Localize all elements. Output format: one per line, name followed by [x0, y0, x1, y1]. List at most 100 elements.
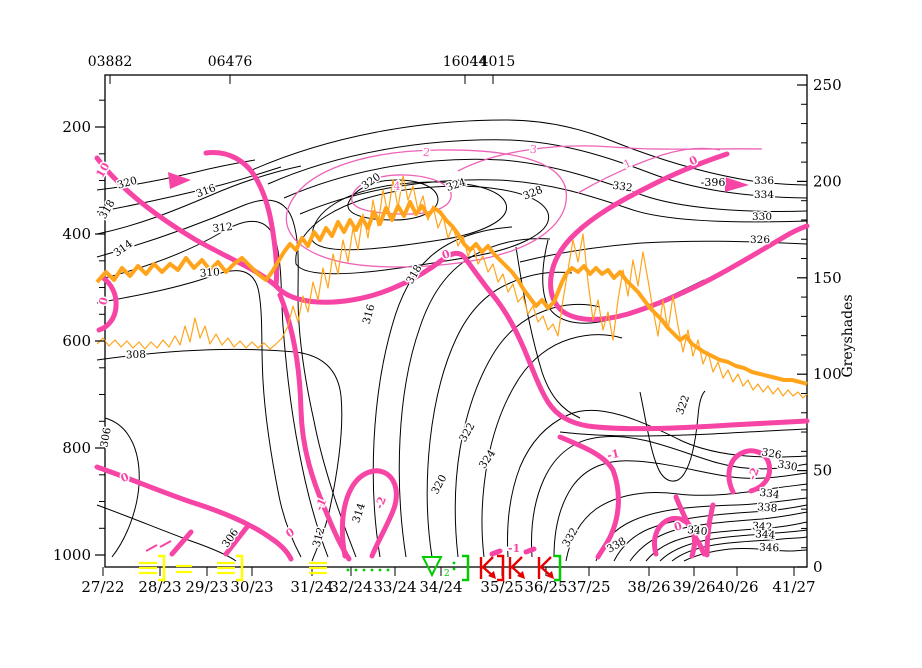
axes-layer: 03882 06476 160441401520040060080010000501…	[53, 54, 842, 596]
bottom-axis-label: 40/26	[715, 578, 758, 596]
isentrope-contour-label: 328	[521, 184, 544, 203]
isentrope-contour-label: 312	[311, 526, 328, 548]
thin-magenta-contour-label: 4	[394, 180, 401, 193]
thin-magenta-contour-line	[577, 147, 721, 194]
isentrope-contour-label: 314	[350, 501, 368, 524]
isentrope-contour-line	[639, 390, 706, 482]
fog-symbol-icon	[217, 561, 235, 575]
thick-magenta-contours-layer	[94, 150, 810, 562]
isentrope-contour-label: 316	[195, 182, 218, 200]
station-label: 03882	[88, 54, 133, 70]
isentrope-contour-line	[311, 181, 507, 251]
thick-magenta-contour-line	[548, 151, 810, 322]
bracket-right-symbol-icon	[554, 554, 562, 582]
bracket-right-symbol-icon	[497, 554, 505, 582]
isentrope-contour-line	[347, 179, 439, 221]
isentrope-contour-line	[96, 270, 302, 558]
bracket-glyph	[462, 554, 470, 582]
plot-frame	[104, 74, 808, 568]
isentrope-contour-line	[507, 409, 808, 558]
dots-symbol-icon	[370, 568, 390, 572]
bracket-glyph	[554, 554, 562, 582]
isentrope-contour-label: 330	[752, 211, 772, 223]
isentrope-contour-label: 320	[429, 473, 449, 496]
isentrope-contour-label: 314	[112, 238, 136, 260]
isentrope-contour-label: 334	[754, 189, 774, 201]
bottom-axis-label: 33/24	[373, 578, 416, 596]
bottom-axis-label: 35/25	[480, 578, 523, 596]
dots-symbol-icon	[346, 568, 366, 572]
bottom-axis-label: 29/23	[185, 578, 228, 596]
greyshade-trace-thin	[96, 175, 808, 399]
bracket-glyph	[158, 554, 166, 582]
weather-symbols-layer: 2	[139, 554, 562, 582]
shower-symbol-icon: 2	[421, 556, 450, 579]
isentrope-contour-label: 308	[126, 349, 146, 362]
isentrope-contour-label: 340	[687, 524, 708, 538]
thick-magenta-contour-line	[523, 546, 537, 555]
thick-magenta-contour-line	[651, 516, 698, 559]
station-label: 16044	[443, 54, 488, 70]
magenta-contour-label: 0	[284, 525, 297, 540]
plot-frame-layer	[104, 74, 808, 568]
shower-triangle	[421, 556, 443, 578]
isentrope-contour-line	[426, 271, 573, 558]
thick-magenta-contour-line	[94, 464, 294, 562]
annotation-label: -396	[701, 176, 726, 189]
magenta-dash-segment	[145, 544, 158, 552]
right-axis-label: 200	[813, 172, 842, 190]
magenta-contour-label: -1	[508, 542, 520, 555]
isentrope-contour-label: 344	[755, 528, 776, 541]
k-arrowhead	[546, 571, 554, 579]
thick-magenta-contour-line	[673, 494, 707, 557]
thick-magenta-contour-line	[169, 529, 194, 557]
greyshade-trace-thick	[95, 200, 808, 386]
right-axis-label: 250	[813, 76, 842, 94]
isentrope-contour-line	[267, 139, 808, 199]
isentrope-contour-line	[559, 428, 808, 437]
thick-magenta-contour-line	[726, 448, 773, 495]
isentrope-contour-line	[565, 483, 808, 562]
bottom-axis-label: 31/24	[290, 578, 333, 596]
magenta-arrowhead-icon	[725, 177, 749, 192]
bottom-axis-label: 30/23	[230, 578, 273, 596]
isentrope-contour-line	[398, 238, 551, 558]
isentrope-contour-label: 330	[777, 458, 799, 473]
isentrope-contour-label: 306	[98, 426, 113, 448]
left-axis-label: 400	[62, 225, 91, 243]
thick-magenta-contour-line	[557, 434, 621, 560]
isentrope-contour-line	[96, 348, 343, 562]
isentrope-contour-label: 326	[761, 446, 783, 461]
magenta-contour-label: -2	[746, 466, 762, 482]
bottom-axis-label: 34/24	[419, 578, 462, 596]
isentrope-contour-line	[454, 303, 601, 558]
isentrope-contour-label: 320	[116, 175, 139, 192]
bottom-axis-label: 37/25	[567, 578, 610, 596]
isentrope-contour-label: 324	[477, 447, 498, 471]
dot	[386, 568, 390, 572]
isentrope-contour-line	[553, 460, 808, 558]
isentrope-contour-line	[531, 435, 808, 558]
bracket-glyph	[497, 554, 505, 582]
right-axis-label: 0	[813, 558, 823, 576]
bottom-axis-label: 39/26	[672, 578, 715, 596]
isentrope-contour-line	[96, 166, 282, 213]
magenta-contour-label: 10	[94, 160, 113, 180]
isentrope-contour-label: 336	[754, 175, 774, 187]
thunderstorm-symbol-icon	[537, 556, 554, 579]
fog-symbol-icon	[309, 561, 327, 575]
station-label: 14015	[471, 54, 516, 70]
mist-symbol-icon	[176, 564, 192, 574]
isentrope-contour-label: 338	[757, 501, 778, 515]
thin-magenta-contour-label: 3	[529, 143, 537, 157]
left-axis-label: 200	[62, 118, 91, 136]
thick-magenta-contour-line	[277, 292, 352, 562]
isentrope-contour-label: 322	[457, 421, 477, 444]
isentrope-contour-label: 316	[361, 303, 378, 326]
isentrope-contour-label: 326	[750, 234, 770, 246]
magenta-contour-label: 0	[96, 295, 111, 306]
bottom-axis-label: 36/25	[524, 578, 567, 596]
isentrope-contour-line	[372, 226, 513, 558]
magenta-contour-label: -1	[606, 447, 621, 462]
